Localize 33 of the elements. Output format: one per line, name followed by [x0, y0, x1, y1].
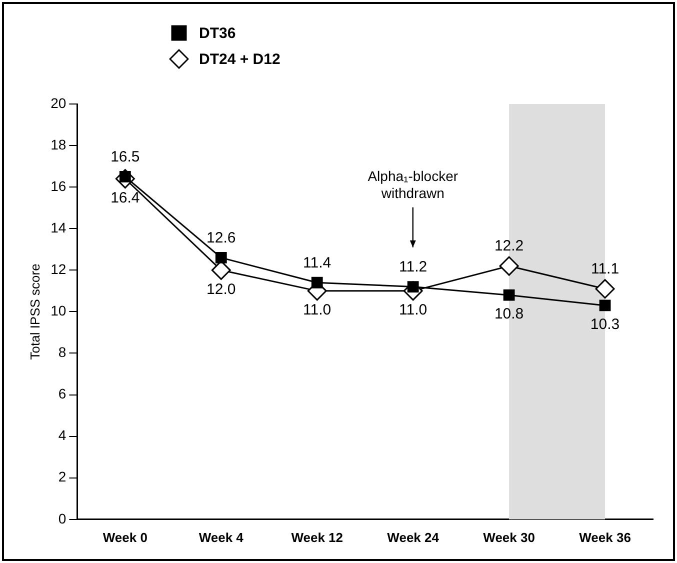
data-label: 11.0 [303, 302, 332, 319]
data-label: 16.4 [110, 189, 140, 206]
annotation: Alpha₁-blocker withdrawn [368, 168, 458, 202]
y-tick-label: 6 [58, 386, 66, 402]
data-label: 16.5 [110, 148, 140, 166]
data-label: 11.2 [399, 258, 428, 276]
y-tick-label: 12 [50, 261, 66, 278]
y-tick-label: 18 [50, 136, 66, 152]
data-label: 11.1 [590, 260, 620, 278]
y-tick-label: 0 [58, 510, 66, 526]
data-label: 11.4 [303, 254, 332, 272]
legend-label: DT36 [199, 24, 236, 42]
x-tick-label: Week 4 [198, 530, 244, 545]
x-tick-label: Week 12 [291, 530, 343, 545]
x-tick-label: Week 30 [483, 530, 535, 545]
data-label: 11.0 [399, 302, 428, 319]
y-tick-label: 2 [58, 468, 66, 485]
data-label: 12.0 [206, 280, 236, 298]
y-tick-label: 16 [50, 178, 66, 194]
y-tick-label: 4 [58, 427, 66, 444]
data-label: 12.2 [494, 238, 524, 255]
x-tick-label: Week 36 [579, 530, 631, 545]
y-tick-label: 8 [58, 344, 66, 360]
y-tick-label: 20 [50, 94, 66, 111]
y-axis-title: Total IPSS score [27, 264, 42, 360]
data-label: 12.6 [206, 229, 236, 246]
legend-label: DT24 + D12 [199, 50, 280, 68]
y-tick-label: 10 [50, 302, 66, 319]
data-label: 10.8 [494, 306, 524, 323]
y-tick-label: 14 [50, 219, 66, 236]
data-label: 10.3 [590, 316, 620, 334]
x-tick-label: Week 24 [387, 530, 440, 545]
x-tick-label: Week 0 [102, 530, 148, 545]
